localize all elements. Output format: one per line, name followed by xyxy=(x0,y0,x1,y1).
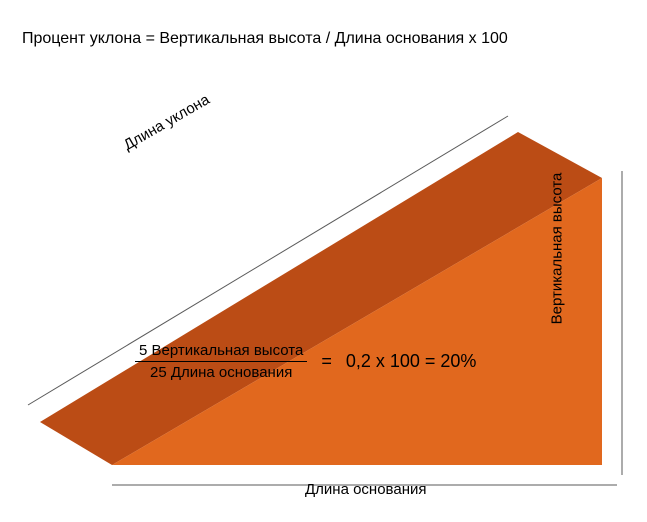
fraction-denominator: 25 Длина основания xyxy=(146,362,296,383)
calculation-row: 5 Вертикальная высота 25 Длина основания… xyxy=(135,340,476,383)
vertical-height-label: Вертикальная высота xyxy=(549,173,566,325)
base-length-label: Длина основания xyxy=(305,481,426,498)
calculation-fraction: 5 Вертикальная высота 25 Длина основания xyxy=(135,340,307,383)
calculation-result: 0,2 х 100 = 20% xyxy=(346,351,477,372)
wedge-svg xyxy=(20,70,627,490)
slope-diagram xyxy=(20,70,627,490)
equals-sign: = xyxy=(321,351,332,372)
wedge-front-face xyxy=(112,178,602,465)
fraction-numerator: 5 Вертикальная высота xyxy=(135,340,307,361)
slope-formula-text: Процент уклона = Вертикальная высота / Д… xyxy=(22,30,508,48)
